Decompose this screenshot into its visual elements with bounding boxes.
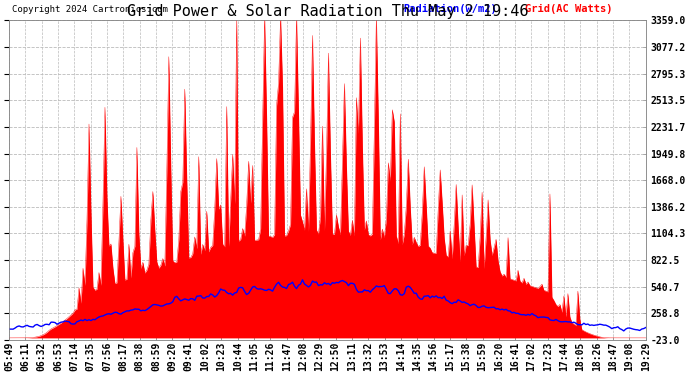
Title: Grid Power & Solar Radiation Thu May 2 19:46: Grid Power & Solar Radiation Thu May 2 1… [127,4,528,19]
Text: Radiation(w/m2): Radiation(w/m2) [404,4,497,14]
Text: Copyright 2024 Cartronics.com: Copyright 2024 Cartronics.com [12,5,168,14]
Text: Grid(AC Watts): Grid(AC Watts) [525,4,612,14]
